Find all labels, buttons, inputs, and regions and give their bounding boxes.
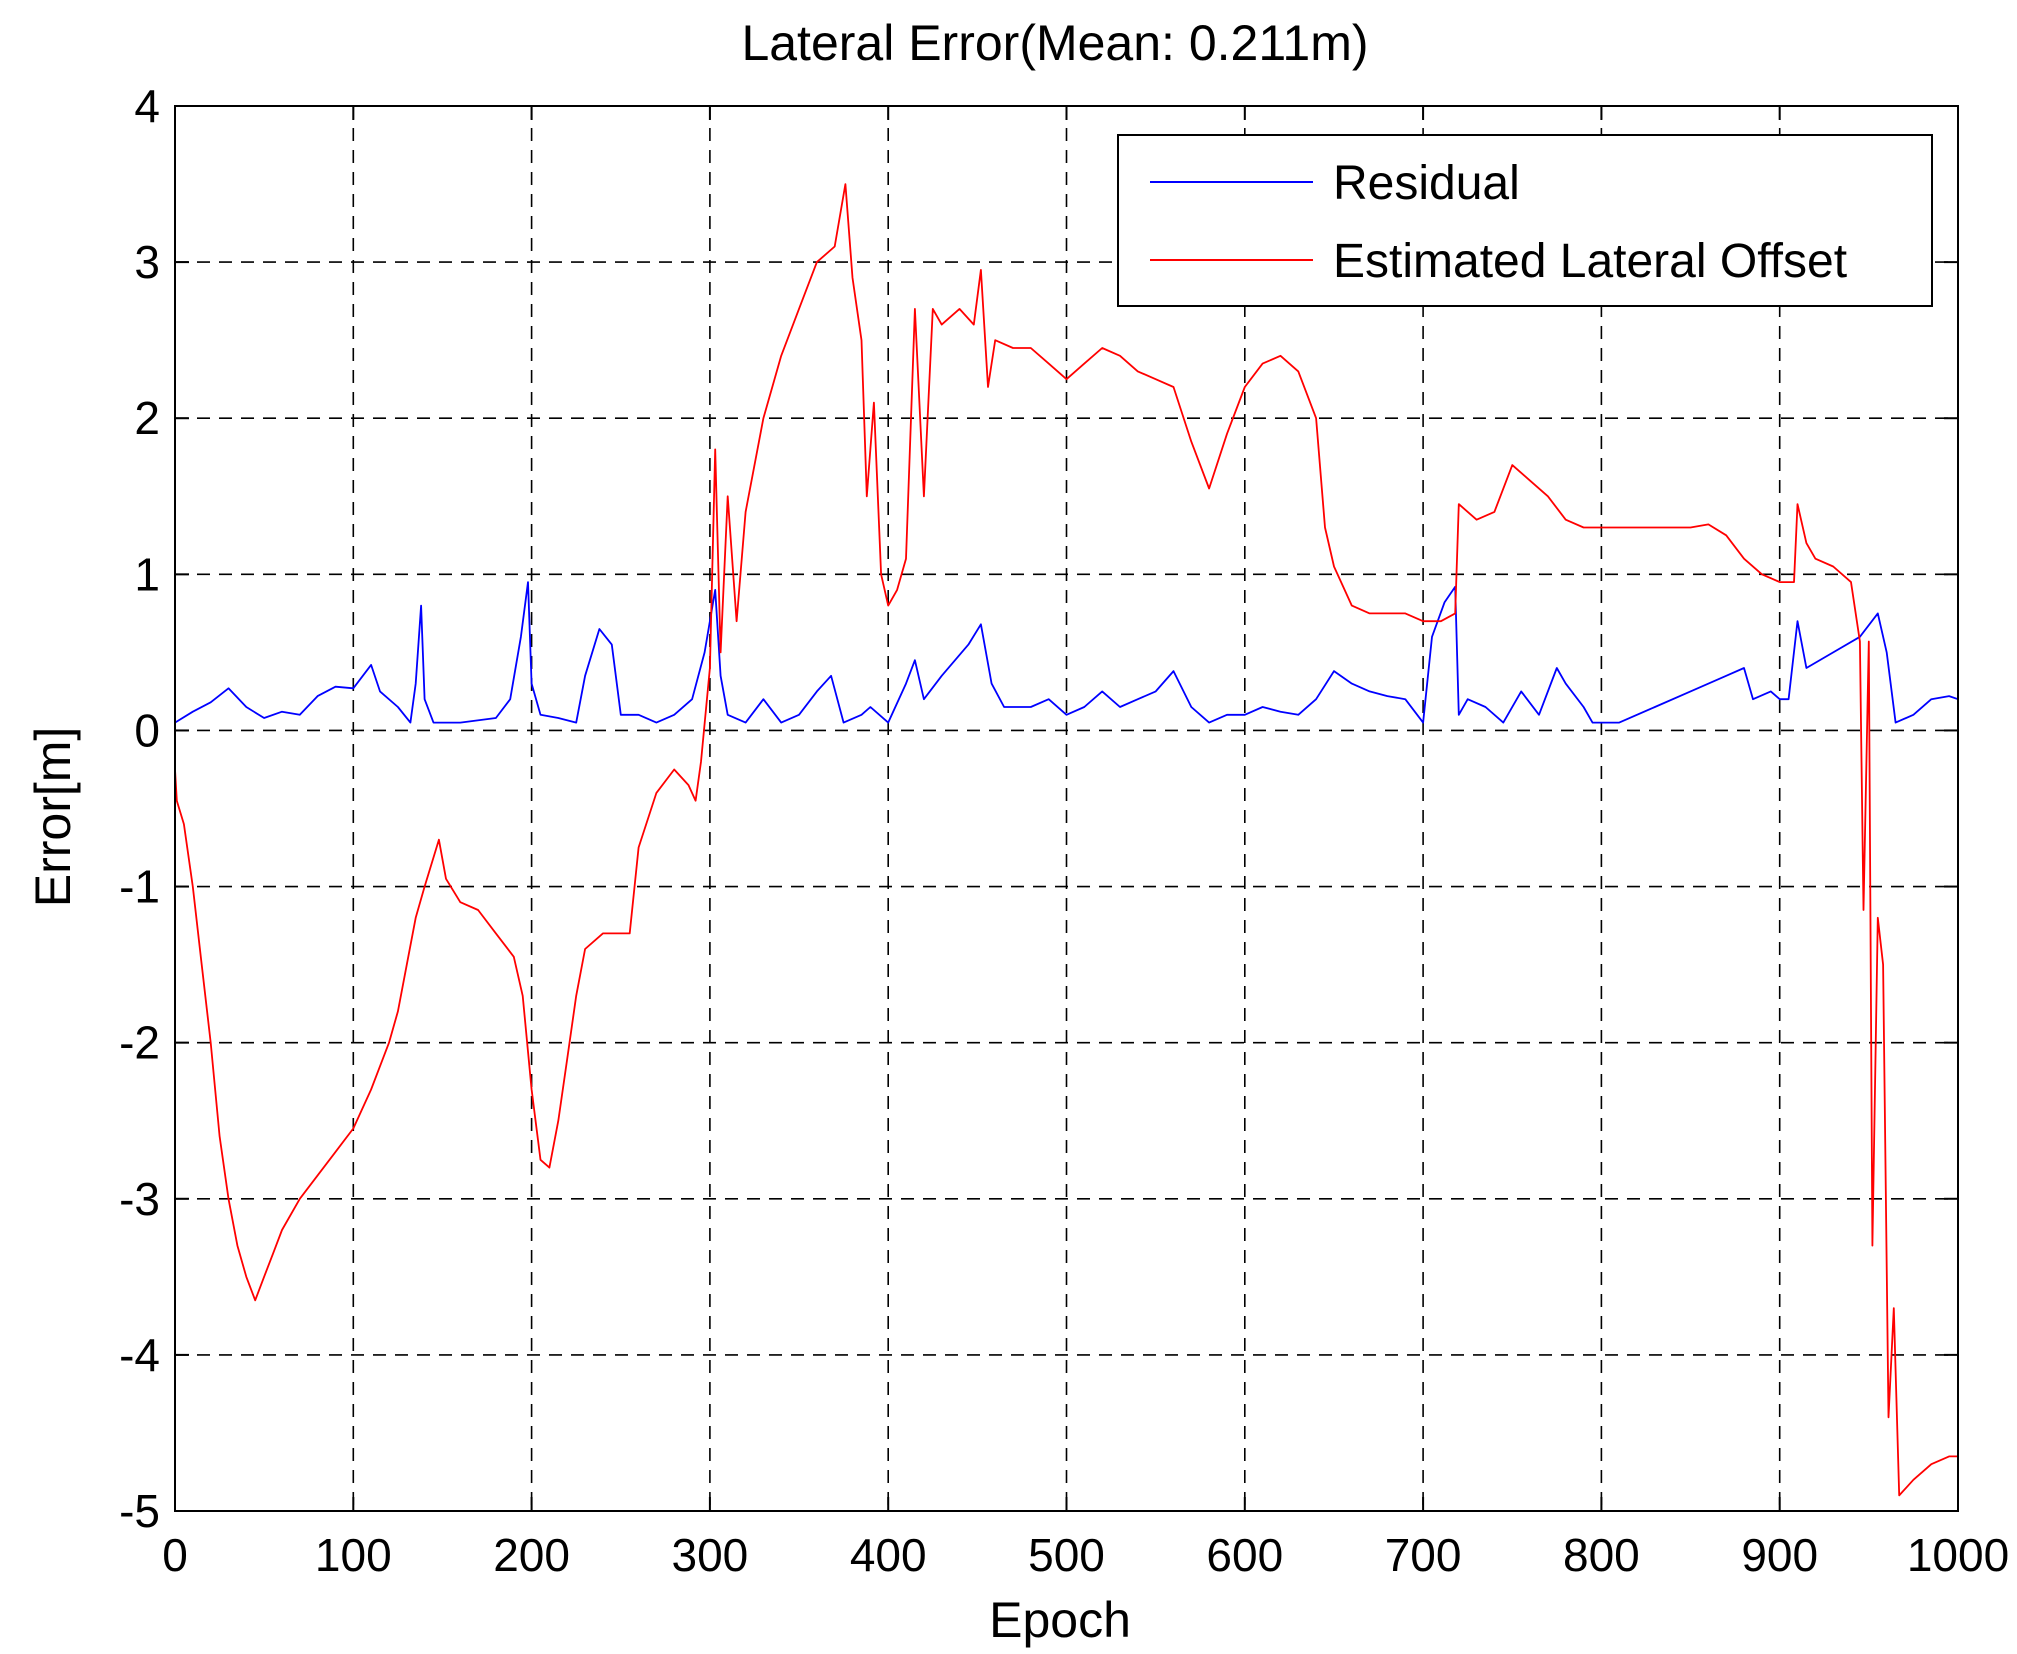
plot-area-border [174,105,1959,1512]
y-tick-label: 0 [134,704,160,756]
axis-ticks: 0 100 200 300 400 500 600 700 800 900 1000 -5 -4 -3 -2… [119,80,2009,1581]
x-tick-label: 500 [1028,1529,1105,1581]
x-tick-label: 700 [1385,1529,1462,1581]
y-tick-label: 4 [134,80,160,132]
y-tick-label: -3 [119,1173,160,1225]
x-tick-label: 800 [1563,1529,1640,1581]
x-axis-title: Epoch [989,1592,1131,1648]
series-line-estimated-lateral-offset [174,183,1958,1497]
series-line-residual [174,581,1959,724]
y-tick-label: -5 [119,1485,160,1537]
y-tick-label: 2 [134,392,160,444]
y-tick-label: 3 [134,236,160,288]
legend-label-estimated-lateral-offset: Estimated Lateral Offset [1333,235,1847,288]
x-tick-label: 400 [850,1529,927,1581]
x-tick-label: 0 [162,1529,188,1581]
y-tick-label: -1 [119,861,160,913]
legend: Residual Estimated Lateral Offset [1117,134,1933,307]
x-tick-label: 900 [1741,1529,1818,1581]
series [174,183,1959,1497]
x-tick-label: 200 [493,1529,570,1581]
y-axis-title: Error[m] [25,727,81,908]
legend-label-residual: Residual [1333,157,1520,210]
x-tick-label: 600 [1206,1529,1283,1581]
x-tick-label: 300 [672,1529,749,1581]
x-tick-label: 1000 [1907,1529,2009,1581]
y-tick-label: 1 [134,548,160,600]
y-tick-label: -2 [119,1017,160,1069]
x-tick-label: 100 [315,1529,392,1581]
y-tick-label: -4 [119,1329,160,1381]
legend-box [1117,134,1933,307]
chart-title: Lateral Error(Mean: 0.211m) [741,15,1368,71]
